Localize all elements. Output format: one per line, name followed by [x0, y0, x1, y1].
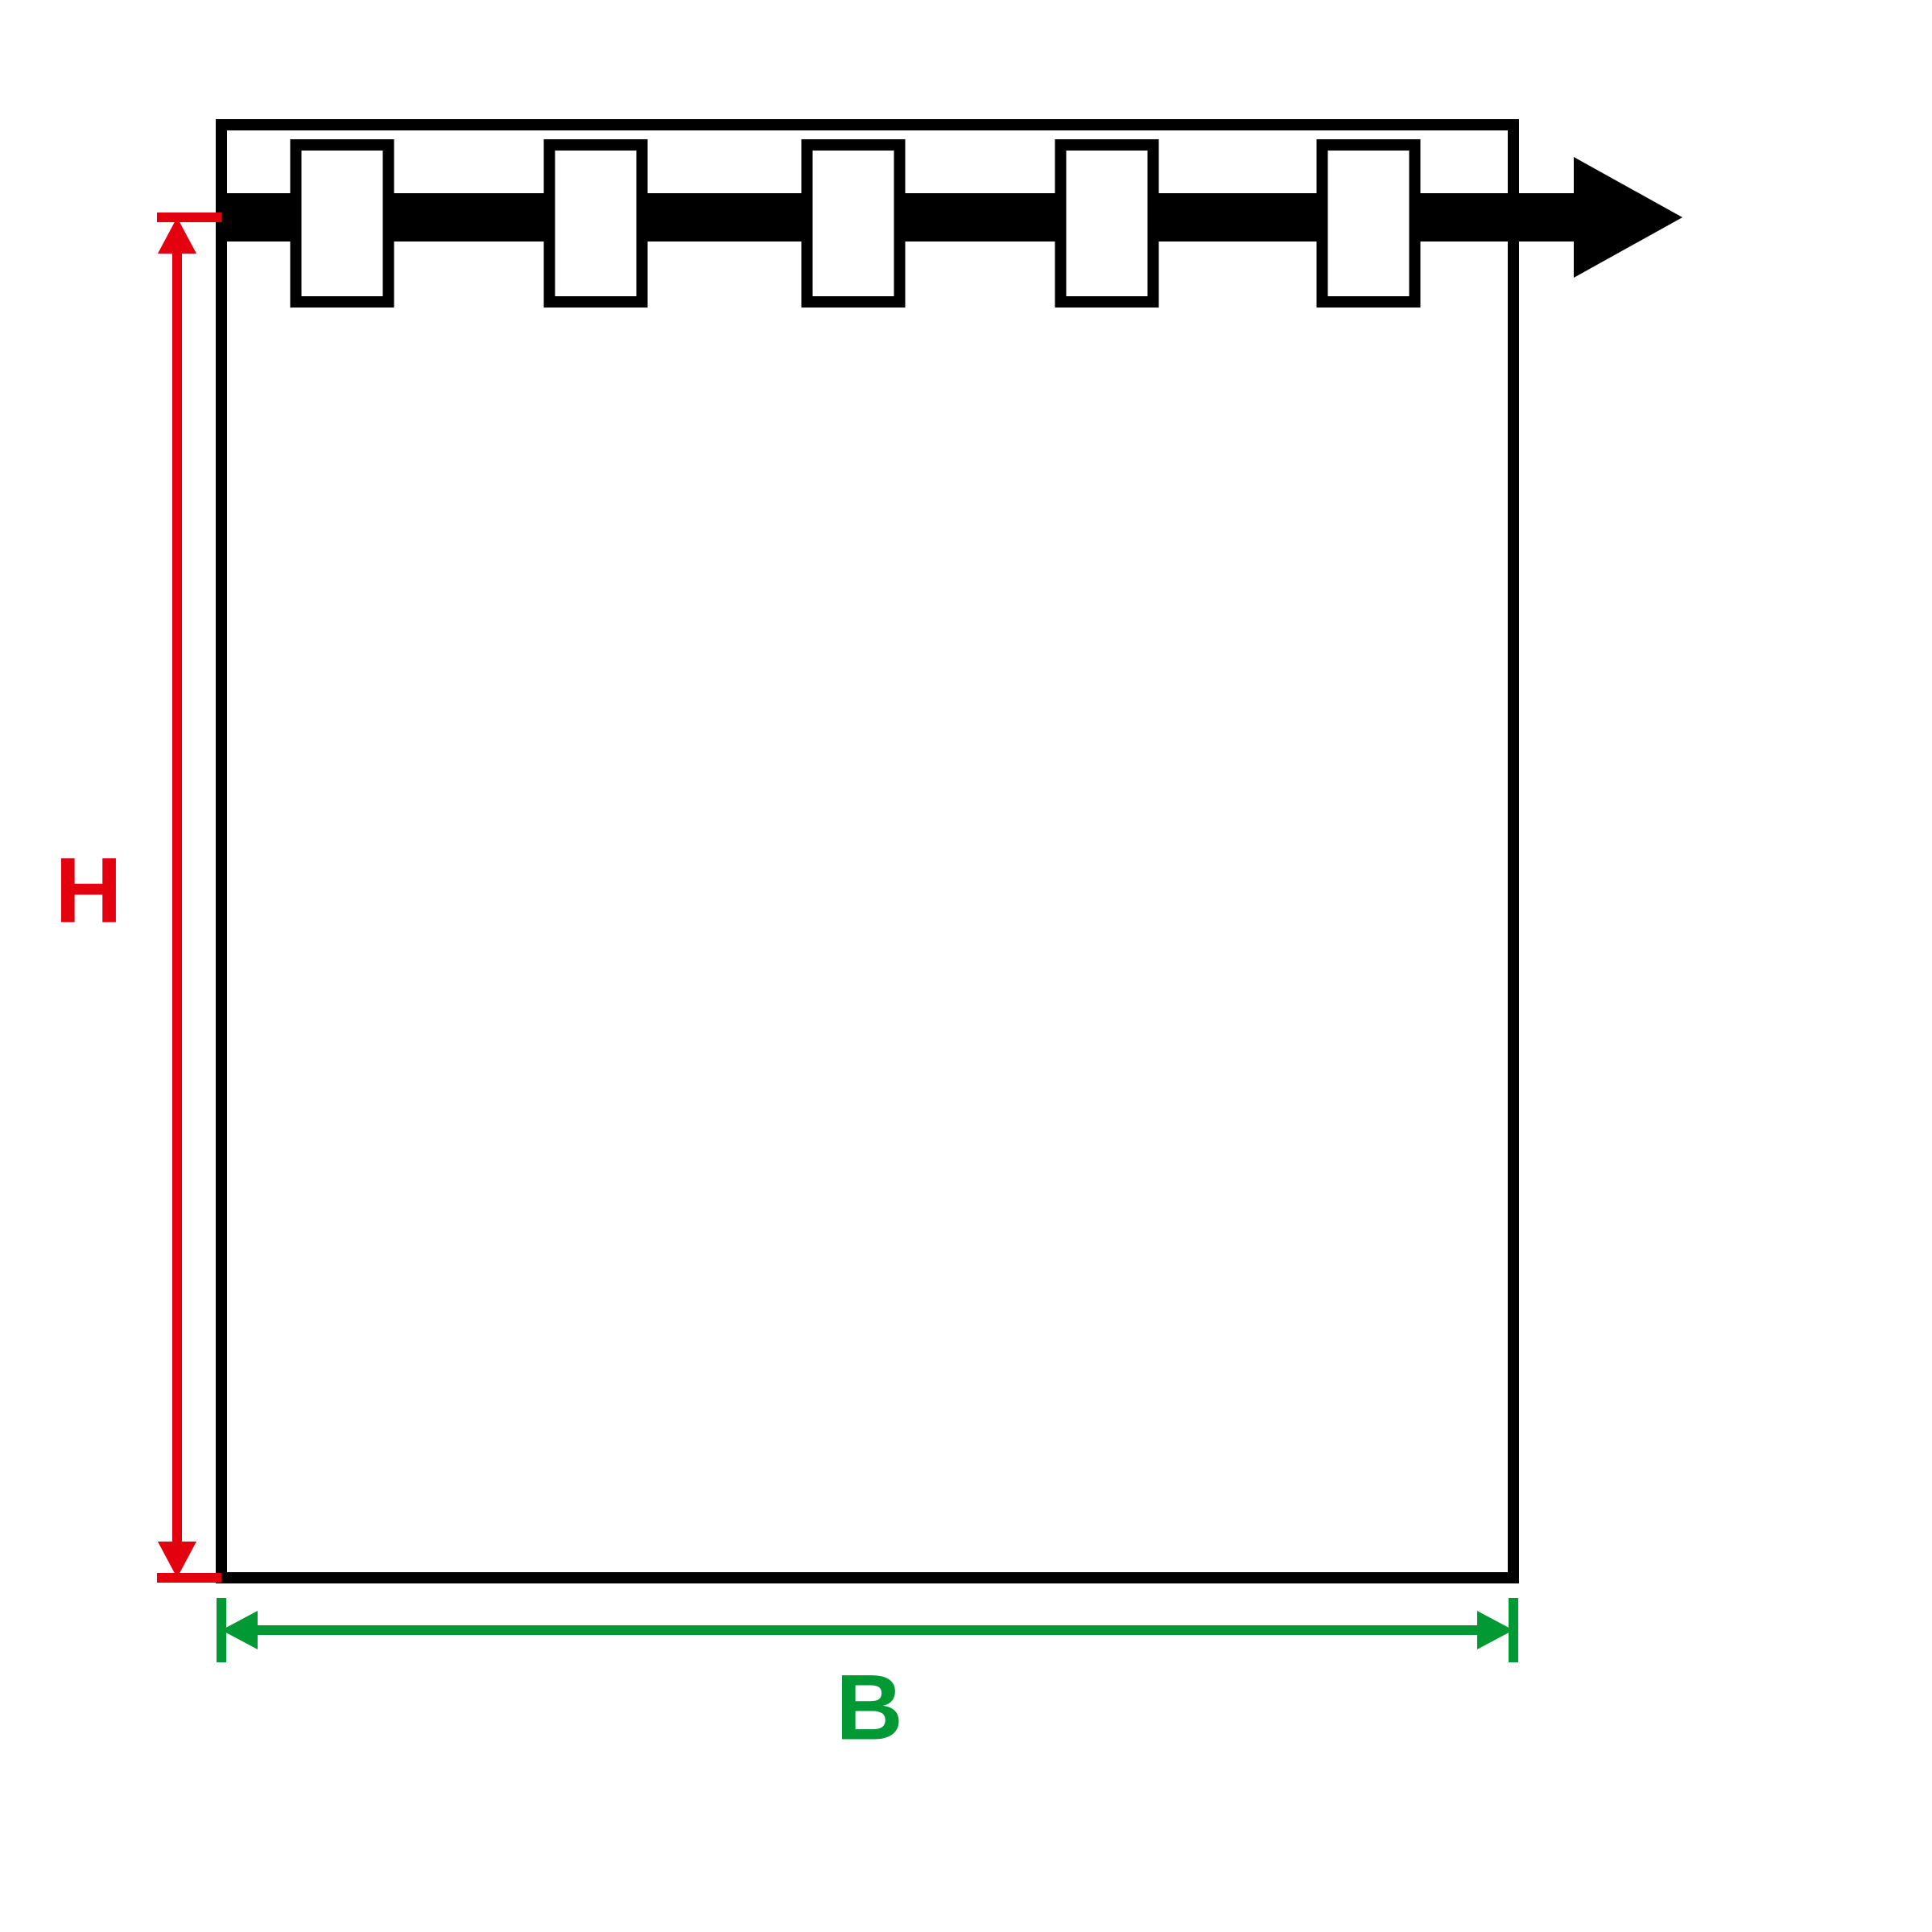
curtain-tab-3	[807, 145, 899, 302]
curtain-tab-4	[1060, 145, 1153, 302]
curtain-dimension-diagram: H B	[0, 0, 1932, 1932]
curtain-panel	[221, 125, 1513, 1578]
dim-b-label: B	[836, 1656, 902, 1760]
curtain-tab-2	[549, 145, 642, 302]
rod-arrowhead-icon	[1574, 157, 1682, 278]
dim-h-arrow-bottom-icon	[158, 1542, 196, 1578]
dim-h-label: H	[55, 839, 122, 943]
dimension-height: H	[55, 217, 221, 1578]
curtain-tab-1	[295, 145, 388, 302]
curtain-tab-5	[1322, 145, 1414, 302]
dimension-width: B	[221, 1598, 1513, 1760]
dim-b-arrow-right-icon	[1477, 1611, 1513, 1649]
dim-b-arrow-left-icon	[221, 1611, 258, 1649]
dim-h-arrow-top-icon	[158, 217, 196, 254]
